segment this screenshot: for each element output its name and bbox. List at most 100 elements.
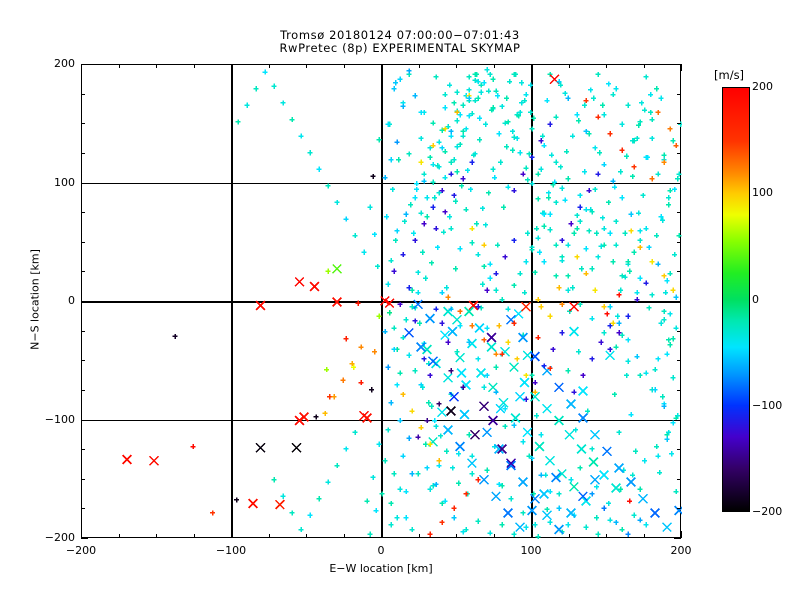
data-point-plus: [605, 199, 612, 206]
data-point-plus: [583, 524, 589, 530]
data-point-plus: [505, 119, 511, 125]
data-point-plus: [529, 455, 535, 462]
data-point-plus: [610, 178, 616, 184]
data-point-cross: [602, 446, 612, 457]
data-point-plus: [532, 269, 538, 275]
data-point-plus: [481, 80, 487, 86]
data-point-plus: [673, 325, 679, 331]
data-point-plus: [419, 384, 426, 390]
data-point-plus: [448, 133, 454, 139]
y-minor-tick: [81, 508, 85, 510]
data-point-plus: [367, 204, 373, 210]
data-point-plus: [518, 100, 525, 106]
data-point-plus: [418, 159, 424, 165]
data-point-plus: [559, 257, 565, 264]
data-point-plus: [382, 174, 388, 181]
data-point-cross: [495, 403, 506, 414]
data-point-plus: [418, 135, 424, 142]
data-point-plus: [634, 289, 640, 296]
data-point-plus: [392, 237, 399, 243]
data-point-plus: [616, 292, 622, 298]
x-minor-tick-top: [643, 64, 645, 68]
data-point-plus: [431, 195, 438, 201]
data-point-plus: [589, 266, 595, 272]
data-point-cross: [309, 281, 320, 292]
data-point-plus: [638, 100, 645, 106]
data-point-plus: [661, 159, 667, 165]
data-point-plus: [544, 97, 550, 104]
data-point-cross: [479, 401, 489, 412]
data-point-plus: [613, 344, 619, 350]
data-point-plus: [614, 313, 621, 319]
data-point-plus: [631, 249, 637, 255]
data-point-plus: [511, 237, 517, 243]
data-point-plus: [442, 148, 448, 155]
data-point-plus: [659, 394, 666, 400]
data-point-plus: [403, 211, 409, 217]
data-point-plus: [469, 110, 475, 117]
data-point-plus: [586, 188, 592, 194]
data-point-plus: [409, 287, 415, 293]
data-point-plus: [511, 188, 517, 194]
data-point-plus: [430, 120, 436, 126]
data-point-plus: [547, 71, 553, 78]
data-point-plus: [581, 102, 588, 108]
data-point-plus: [637, 119, 643, 125]
data-point-plus: [280, 493, 286, 499]
data-point-plus: [475, 477, 481, 483]
data-point-plus: [410, 230, 417, 236]
data-point-plus: [524, 177, 531, 183]
data-point-plus: [538, 432, 544, 438]
data-point-plus: [524, 230, 531, 236]
data-point-plus: [388, 257, 394, 264]
data-point-plus: [367, 531, 373, 537]
data-point-plus: [634, 297, 640, 303]
data-point-plus: [421, 171, 427, 177]
data-point-plus: [419, 249, 426, 255]
data-point-plus: [562, 197, 568, 203]
data-point-plus: [451, 157, 457, 163]
data-point-plus: [622, 274, 628, 280]
x-minor-tick-top: [343, 64, 345, 68]
data-point-plus: [517, 150, 523, 156]
data-point-plus: [493, 287, 499, 293]
data-point-plus: [416, 320, 423, 326]
data-point-plus: [397, 76, 403, 82]
data-point-plus: [505, 306, 511, 312]
y-tick-label: 200: [54, 57, 75, 70]
data-point-plus: [649, 176, 655, 182]
data-point-plus: [427, 531, 433, 537]
data-point-plus: [466, 432, 472, 438]
data-point-plus: [517, 270, 523, 277]
data-point-plus: [368, 387, 375, 393]
data-point-plus: [515, 113, 522, 119]
data-point-plus: [499, 483, 505, 489]
data-point-plus: [385, 281, 391, 287]
data-point-plus: [343, 336, 349, 342]
data-point-plus: [233, 497, 240, 503]
data-point-plus: [559, 237, 565, 243]
data-point-plus: [541, 259, 547, 265]
data-point-plus: [397, 417, 403, 424]
data-point-plus: [460, 133, 466, 139]
data-point-plus: [670, 420, 676, 426]
data-point-plus: [388, 400, 394, 406]
data-point-plus: [607, 517, 613, 523]
data-point-plus: [400, 391, 406, 398]
data-point-plus: [455, 451, 462, 457]
data-point-plus: [535, 235, 541, 241]
data-point-plus: [418, 210, 424, 216]
data-point-plus: [565, 368, 571, 374]
data-point-plus: [427, 154, 433, 161]
y-major-tick: [81, 182, 88, 184]
data-point-cross: [569, 481, 579, 492]
data-point-plus: [523, 259, 529, 265]
data-point-cross: [590, 429, 600, 440]
data-point-cross: [534, 441, 545, 452]
data-point-plus: [439, 320, 445, 326]
data-point-plus: [589, 491, 595, 497]
y-minor-tick-right: [677, 152, 681, 154]
data-point-plus: [503, 95, 510, 101]
data-point-plus: [601, 505, 607, 511]
data-point-plus: [490, 166, 496, 172]
